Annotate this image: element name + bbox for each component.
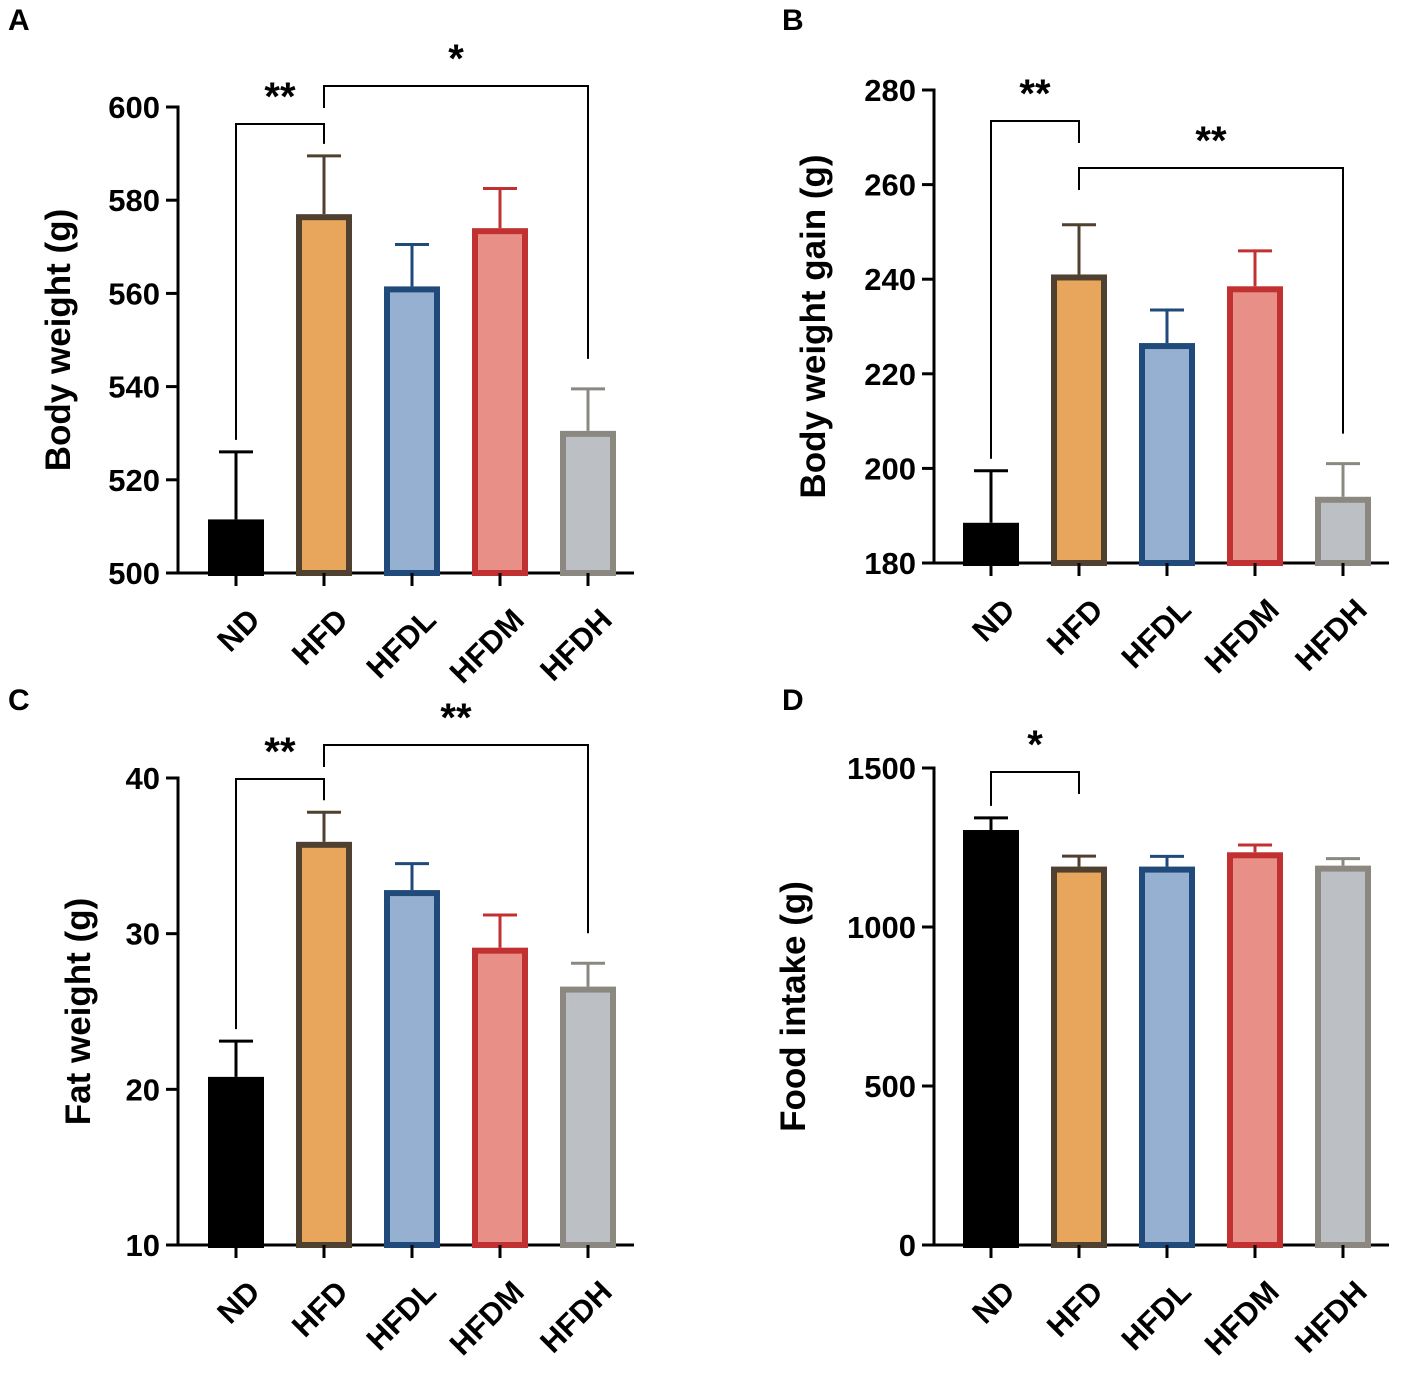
category-label-hfd: HFD [1040,592,1110,662]
category-label-hfdm: HFDM [1198,592,1286,680]
category-label-hfd: HFD [285,602,355,672]
y-tick-label: 280 [864,73,916,108]
bar-hfd [1051,274,1107,566]
category-label-hfd: HFD [1040,1274,1110,1344]
category-label-nd: ND [210,1274,266,1330]
panel-letter: D [782,684,804,717]
panel-c: C 10 20 30 40 Fat weight (g) ND HFD HFDL HFDM HFDH… [8,684,634,1362]
bar-hfdl [384,286,440,576]
y-tick-label: 560 [108,276,160,311]
category-label-hfd: HFD [285,1274,355,1344]
category-label-hfdm: HFDM [1198,1274,1286,1362]
bar-nd [963,522,1019,566]
y-tick-label: 180 [864,546,916,581]
y-tick-label: 520 [108,463,160,498]
bar-nd [208,1076,264,1248]
significance-label: ** [1195,119,1227,163]
y-tick-label: 20 [126,1072,160,1107]
category-label-nd: ND [965,1274,1021,1330]
category-label-hfdh: HFDH [1288,592,1374,678]
panel-letter: A [8,4,30,37]
y-tick-label: 1500 [847,751,916,786]
significance-label: ** [264,75,296,119]
bar-hfd [296,841,352,1248]
category-label-hfdl: HFDL [360,602,443,685]
bar-hfdl [1139,343,1195,566]
y-axis-title: Body weight gain (g) [794,154,833,498]
category-label-hfdm: HFDM [443,602,531,690]
category-label-hfdh: HFDH [1288,1274,1374,1360]
bar-hfdm [472,947,528,1249]
y-axis-title: Body weight (g) [39,209,78,471]
category-label-hfdl: HFDL [1115,1274,1198,1357]
y-tick-label: 600 [108,90,160,125]
category-label-hfdh: HFDH [533,1274,619,1360]
category-label-hfdm: HFDM [443,1274,531,1362]
panel-b: B 180 200 220 240 260 280 Body weight gain (g) N… [782,4,1389,680]
significance-bracket [990,771,1080,806]
significance-label: * [448,37,464,81]
bar-nd [208,519,264,576]
y-tick-label: 30 [126,917,160,952]
y-tick-label: 240 [864,262,916,297]
significance-bracket [323,744,589,934]
significance-bracket [235,778,325,1030]
y-tick-label: 500 [864,1069,916,1104]
bar-hfdh [560,986,616,1248]
y-tick-label: 540 [108,370,160,405]
bar-hfdl [1139,866,1195,1249]
category-label-nd: ND [210,602,266,658]
y-tick-label: 260 [864,168,916,203]
y-tick-label: 220 [864,357,916,392]
y-tick-label: 500 [108,556,160,591]
y-tick-label: 0 [899,1228,916,1263]
significance-bracket [235,123,325,440]
bar-hfdm [1227,852,1283,1249]
bar-hfd [1051,866,1107,1249]
y-tick-label: 1000 [847,910,916,945]
bar-hfdh [1315,496,1371,566]
bar-hfdl [384,890,440,1249]
bar-hfdh [1315,865,1371,1248]
bar-hfdm [1227,286,1283,566]
category-label-hfdh: HFDH [533,602,619,688]
bar-hfdm [472,228,528,576]
category-label-nd: ND [965,592,1021,648]
y-axis-title: Food intake (g) [774,881,813,1132]
y-tick-label: 10 [126,1228,160,1263]
significance-bracket [990,120,1080,459]
y-tick-label: 40 [126,761,160,796]
significance-label: ** [264,730,296,774]
y-tick-label: 580 [108,183,160,218]
category-label-hfdl: HFDL [360,1274,443,1357]
significance-label: ** [440,696,472,740]
significance-bracket [323,85,589,359]
panel-letter: C [8,684,30,717]
bar-nd [963,830,1019,1248]
bar-hfd [296,214,352,576]
significance-bracket [1078,167,1344,434]
significance-label: ** [1019,72,1051,116]
bar-hfdh [560,430,616,576]
y-axis-title: Fat weight (g) [59,898,98,1125]
y-tick-label: 200 [864,451,916,486]
significance-label: * [1027,723,1043,767]
panel-letter: B [782,4,804,37]
category-label-hfdl: HFDL [1115,592,1198,675]
